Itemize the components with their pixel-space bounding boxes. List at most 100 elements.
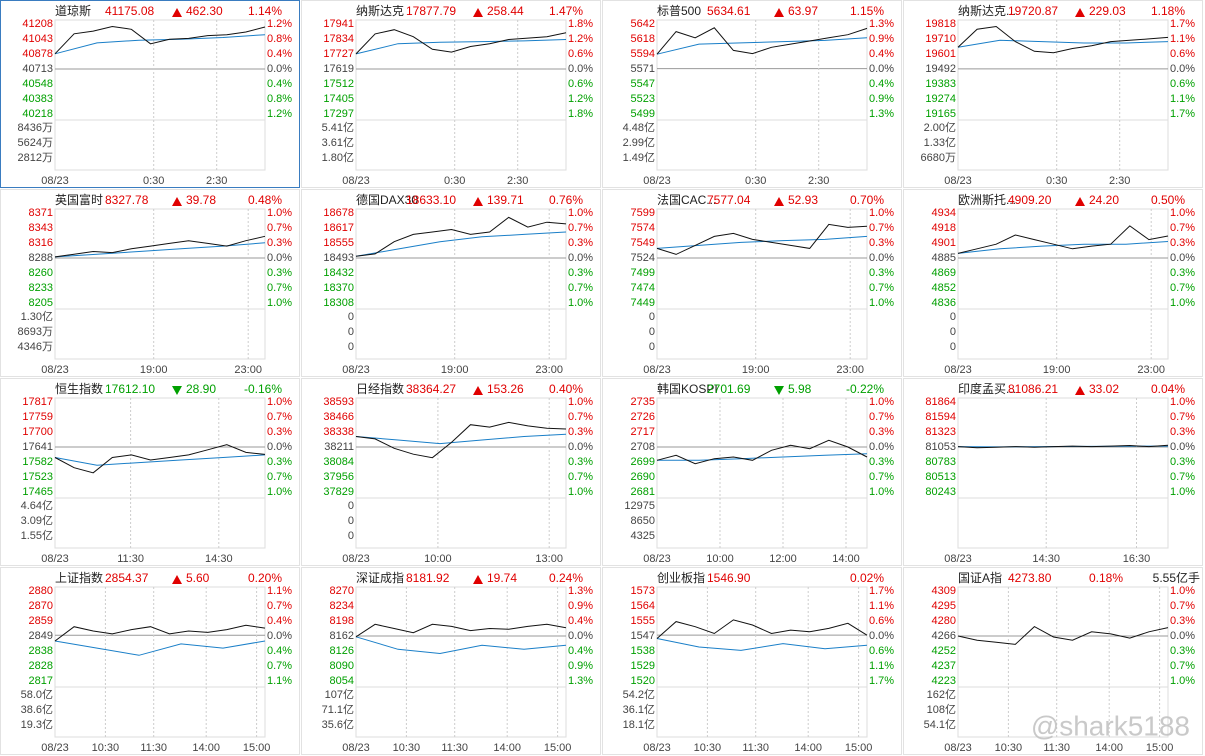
price-line (957, 225, 1169, 254)
volume-axis-label: 108亿 (927, 703, 956, 716)
price-line (957, 444, 1169, 449)
chart-frame (957, 397, 1169, 549)
time-label: 10:30 (694, 742, 722, 754)
left-axis-label: 17700 (22, 426, 53, 438)
time-label: 10:30 (995, 742, 1023, 754)
average-line (656, 638, 868, 651)
left-axis-label: 7449 (631, 297, 655, 309)
time-label: 08/23 (643, 742, 671, 754)
average-line (657, 453, 868, 461)
left-axis-label: 18555 (323, 237, 354, 249)
volume-axis-label: 1.80亿 (322, 151, 354, 164)
average-line (656, 235, 868, 249)
index-panel[interactable] (0, 189, 300, 377)
left-axis-label: 19601 (925, 48, 956, 60)
price-line (656, 439, 868, 465)
left-axis-label: 2717 (631, 426, 655, 438)
index-change: 24.20 (1089, 193, 1119, 207)
right-axis-label: 1.0% (1170, 585, 1195, 597)
volume-axis-label: 162亿 (927, 688, 956, 701)
left-axis-label: 5642 (631, 18, 655, 30)
right-axis-label: 0.3% (568, 426, 593, 438)
left-axis-label: 5499 (631, 108, 655, 120)
index-panel[interactable] (301, 567, 601, 755)
left-axis-label: 38211 (324, 441, 354, 453)
right-axis-label: 0.3% (1170, 426, 1195, 438)
index-panel[interactable] (0, 0, 300, 188)
index-panel[interactable] (602, 567, 902, 755)
left-axis-label: 7599 (631, 207, 655, 219)
right-axis-label: 0.7% (869, 411, 894, 423)
index-panel[interactable] (301, 378, 601, 566)
right-axis-label: 1.7% (869, 675, 894, 687)
right-axis-label: 0.7% (1170, 660, 1195, 672)
index-panel[interactable] (0, 567, 300, 755)
right-axis-label: 0.9% (568, 600, 593, 612)
index-panel[interactable] (903, 378, 1203, 566)
index-panel[interactable] (903, 0, 1203, 188)
volume-axis-label: 8693万 (18, 326, 53, 338)
time-label: 08/23 (944, 742, 972, 754)
right-axis-label: 1.1% (869, 660, 894, 672)
left-axis-label: 1538 (631, 645, 655, 657)
index-panel[interactable] (0, 378, 300, 566)
index-price: 17877.79 (406, 4, 456, 18)
time-label: 08/23 (944, 175, 972, 187)
right-axis-label: 0.3% (568, 237, 593, 249)
index-price: 5634.61 (707, 4, 751, 18)
index-change: 39.78 (186, 193, 216, 207)
left-axis-label: 18432 (323, 267, 354, 279)
volume-axis-label: 38.6亿 (21, 703, 53, 716)
index-pct: 0.18% (1089, 571, 1123, 585)
time-label: 08/23 (643, 553, 671, 565)
index-name: 英国富时 (55, 192, 103, 207)
index-change: 28.90 (186, 382, 216, 396)
index-panel[interactable] (602, 378, 902, 566)
right-axis-label: 0.4% (267, 645, 292, 657)
time-label: 10:00 (706, 553, 734, 565)
volume-axis-label: 8650 (631, 515, 655, 527)
left-axis-label: 80783 (925, 456, 956, 468)
left-axis-label: 4252 (932, 645, 956, 657)
volume-axis-label: 19.3亿 (21, 718, 53, 731)
right-axis-label: 0.6% (568, 78, 593, 90)
right-axis-label: 0.4% (869, 48, 894, 60)
index-price: 1546.90 (707, 571, 751, 585)
volume-axis-label: 107亿 (325, 688, 354, 701)
price-line (54, 444, 266, 474)
right-axis-label: 0.0% (568, 630, 593, 642)
time-label: 11:30 (117, 553, 144, 565)
right-axis-label: 0.7% (1170, 600, 1195, 612)
time-label: 23:00 (1137, 364, 1165, 376)
right-axis-label: 1.1% (869, 600, 894, 612)
right-axis-label: 1.2% (267, 18, 292, 30)
chart-frame (54, 208, 266, 360)
time-label: 08/23 (41, 742, 69, 754)
right-axis-label: 1.7% (869, 585, 894, 597)
index-panel[interactable] (602, 189, 902, 377)
volume-axis-label: 0 (649, 326, 655, 338)
index-panel[interactable] (301, 189, 601, 377)
index-price: 2854.37 (105, 571, 149, 585)
index-panel[interactable] (602, 0, 902, 188)
right-axis-label: 0.0% (869, 252, 894, 264)
price-line (355, 29, 567, 55)
right-axis-label: 0.7% (568, 222, 593, 234)
left-axis-label: 1564 (631, 600, 655, 612)
right-axis-label: 0.4% (568, 645, 593, 657)
left-axis-label: 38466 (323, 411, 354, 423)
index-price: 38364.27 (406, 382, 456, 396)
index-panel[interactable] (903, 189, 1203, 377)
left-axis-label: 37956 (323, 471, 354, 483)
volume-axis-label: 4.64亿 (21, 499, 53, 512)
index-panel[interactable] (301, 0, 601, 188)
left-axis-label: 5594 (631, 48, 655, 60)
right-axis-label: 0.3% (568, 267, 593, 279)
time-label: 08/23 (342, 364, 370, 376)
right-axis-label: 0.3% (267, 267, 292, 279)
time-label: 08/23 (41, 553, 69, 565)
time-label: 08/23 (643, 175, 671, 187)
index-panel[interactable] (903, 567, 1203, 755)
volume-axis-label: 1.30亿 (21, 310, 53, 323)
left-axis-label: 17405 (323, 93, 354, 105)
